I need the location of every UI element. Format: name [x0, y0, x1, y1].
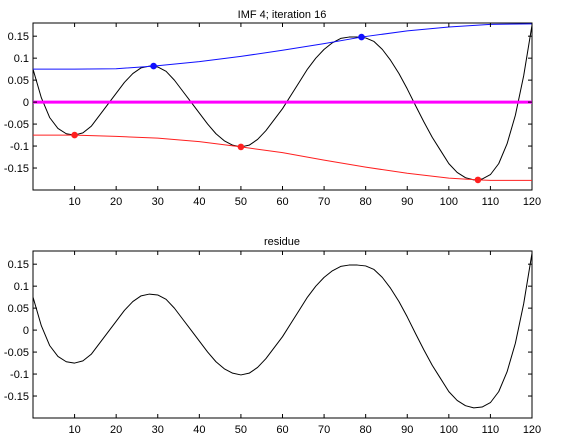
- imf-xtick-label: 30: [152, 196, 164, 208]
- residue-ytick-label: -0.05: [4, 347, 29, 359]
- residue-xtick-label: 90: [401, 424, 413, 436]
- residue-panel: residue 10 20 30 40 50 60 70 80 90 100 110 120 0.15 0…: [4, 236, 541, 436]
- imf-xtick-label: 10: [68, 196, 80, 208]
- residue-axis-ticks: 10 20 30 40 50 60 70 80 90 100 110 120 0.15 0.1 0.05 0 -…: [4, 251, 541, 436]
- residue-xtick-label: 120: [523, 424, 541, 436]
- imf-xtick-label: 90: [401, 196, 413, 208]
- imf-ytick-label: -0.05: [4, 119, 29, 131]
- residue-ytick-label: 0.15: [8, 259, 29, 271]
- residue-xtick-label: 110: [482, 424, 500, 436]
- residue-ytick-label: 0: [23, 325, 29, 337]
- imf-xtick-label: 40: [193, 196, 205, 208]
- imf-xtick-label: 60: [276, 196, 288, 208]
- residue-xtick-label: 30: [152, 424, 164, 436]
- imf-series-group: [32, 23, 533, 184]
- imf-extremum-marker: [237, 143, 245, 151]
- imf-xtick-label: 50: [235, 196, 247, 208]
- residue-plot-area: [32, 250, 533, 419]
- imf-ytick-label: 0.1: [14, 53, 29, 65]
- residue-series-line-0: [32, 253, 533, 409]
- imf-ytick-label: -0.15: [4, 163, 29, 175]
- residue-ytick-label: 0.05: [8, 303, 29, 315]
- imf-xtick-label: 80: [360, 196, 372, 208]
- imf-series-line-2: [33, 134, 532, 181]
- residue-ytick-label: -0.15: [4, 391, 29, 403]
- imf-plot-area: [32, 22, 533, 191]
- residue-xtick-label: 70: [318, 424, 330, 436]
- imf-ytick-label: -0.1: [10, 141, 29, 153]
- residue-ytick-label: 0.1: [14, 281, 29, 293]
- imf-xtick-label: 70: [318, 196, 330, 208]
- imf-extremum-marker: [474, 176, 482, 184]
- imf-extremum-marker: [71, 131, 78, 139]
- residue-panel-title: residue: [264, 236, 300, 248]
- residue-xtick-label: 100: [440, 424, 458, 436]
- imf-panel-title: IMF 4; iteration 16: [238, 9, 327, 21]
- imf-xtick-label: 110: [482, 196, 500, 208]
- imf-xtick-label: 100: [440, 196, 458, 208]
- imf-extremum-marker: [358, 33, 365, 41]
- residue-xtick-label: 50: [235, 424, 247, 436]
- residue-series-group: [32, 253, 533, 409]
- residue-xtick-label: 40: [193, 424, 205, 436]
- imf-ytick-label: 0.05: [8, 75, 29, 87]
- residue-xtick-label: 80: [360, 424, 372, 436]
- imf-xtick-label: 120: [523, 196, 541, 208]
- residue-xtick-label: 20: [110, 424, 122, 436]
- imf-panel: IMF 4; iteration 16 10 20 30 40 50 60 70 80 90 10…: [4, 9, 541, 208]
- imf-ytick-label: 0.15: [8, 31, 29, 43]
- imf-extremum-marker: [150, 62, 157, 70]
- imf-series-line-0: [32, 25, 533, 181]
- residue-xtick-label: 10: [68, 424, 80, 436]
- residue-ytick-label: -0.1: [10, 369, 29, 381]
- imf-xtick-label: 20: [110, 196, 122, 208]
- residue-xtick-label: 60: [276, 424, 288, 436]
- imf-axis-ticks: 10 20 30 40 50 60 70 80 90 100 110 120 0.15 0.1 0.05 0 -…: [4, 23, 541, 208]
- imf-ytick-label: 0: [23, 97, 29, 109]
